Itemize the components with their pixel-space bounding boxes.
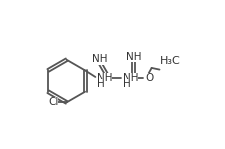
Text: O: O [145, 73, 153, 83]
Text: H: H [97, 79, 105, 89]
Text: Cl: Cl [48, 97, 58, 107]
Text: NH: NH [123, 73, 138, 83]
Text: NH: NH [97, 73, 112, 83]
Text: NH: NH [92, 55, 107, 65]
Text: H: H [123, 79, 130, 89]
Text: NH: NH [126, 52, 142, 62]
Text: H₃C: H₃C [160, 56, 181, 66]
